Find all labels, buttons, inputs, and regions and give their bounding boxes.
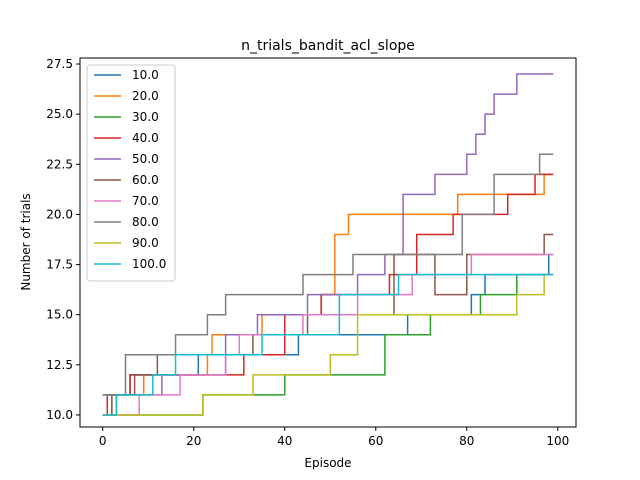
legend-label: 30.0 — [132, 110, 159, 124]
legend-box — [86, 64, 176, 282]
y-tick-label: 22.5 — [46, 157, 73, 171]
y-tick-label: 25.0 — [46, 107, 73, 121]
series-line-100.0 — [102, 273, 554, 416]
series-line-60.0 — [102, 233, 554, 416]
legend: 10.0 20.0 30.0 40.0 50.0 60.0 70.0 80.0 90.0 100.… — [86, 64, 176, 282]
legend-label: 80.0 — [132, 215, 159, 229]
legend-label: 90.0 — [132, 236, 159, 250]
y-tick-label: 17.5 — [46, 258, 73, 272]
x-axis: 0 20 40 60 80 100 — [99, 427, 569, 448]
x-tick-label: 20 — [186, 434, 201, 448]
legend-label: 60.0 — [132, 173, 159, 187]
y-axis: 10.0 12.5 15.0 17.5 20.0 22.5 25.0 27.5 — [46, 57, 80, 422]
y-tick-label: 10.0 — [46, 408, 73, 422]
x-axis-label: Episode — [304, 456, 351, 470]
y-tick-label: 12.5 — [46, 358, 73, 372]
x-tick-label: 40 — [277, 434, 292, 448]
x-tick-label: 100 — [546, 434, 569, 448]
x-tick-label: 0 — [99, 434, 107, 448]
legend-label: 70.0 — [132, 194, 159, 208]
plot-frame — [79, 57, 577, 428]
y-tick-label: 27.5 — [46, 57, 73, 71]
chart-title: n_trials_bandit_acl_slope — [241, 38, 415, 54]
series-line-90.0 — [102, 273, 554, 416]
legend-label: 40.0 — [132, 131, 159, 145]
y-tick-label: 15.0 — [46, 308, 73, 322]
y-axis-label: Number of trials — [19, 193, 33, 290]
x-tick-label: 80 — [459, 434, 474, 448]
legend-label: 20.0 — [132, 89, 159, 103]
y-tick-label: 20.0 — [46, 207, 73, 221]
legend-label: 10.0 — [132, 68, 159, 82]
legend-label: 50.0 — [132, 152, 159, 166]
x-tick-label: 60 — [368, 434, 383, 448]
series-line-70.0 — [102, 253, 554, 416]
legend-label: 100.0 — [132, 257, 166, 271]
plot-area — [102, 73, 554, 416]
series-line-80.0 — [102, 153, 554, 396]
